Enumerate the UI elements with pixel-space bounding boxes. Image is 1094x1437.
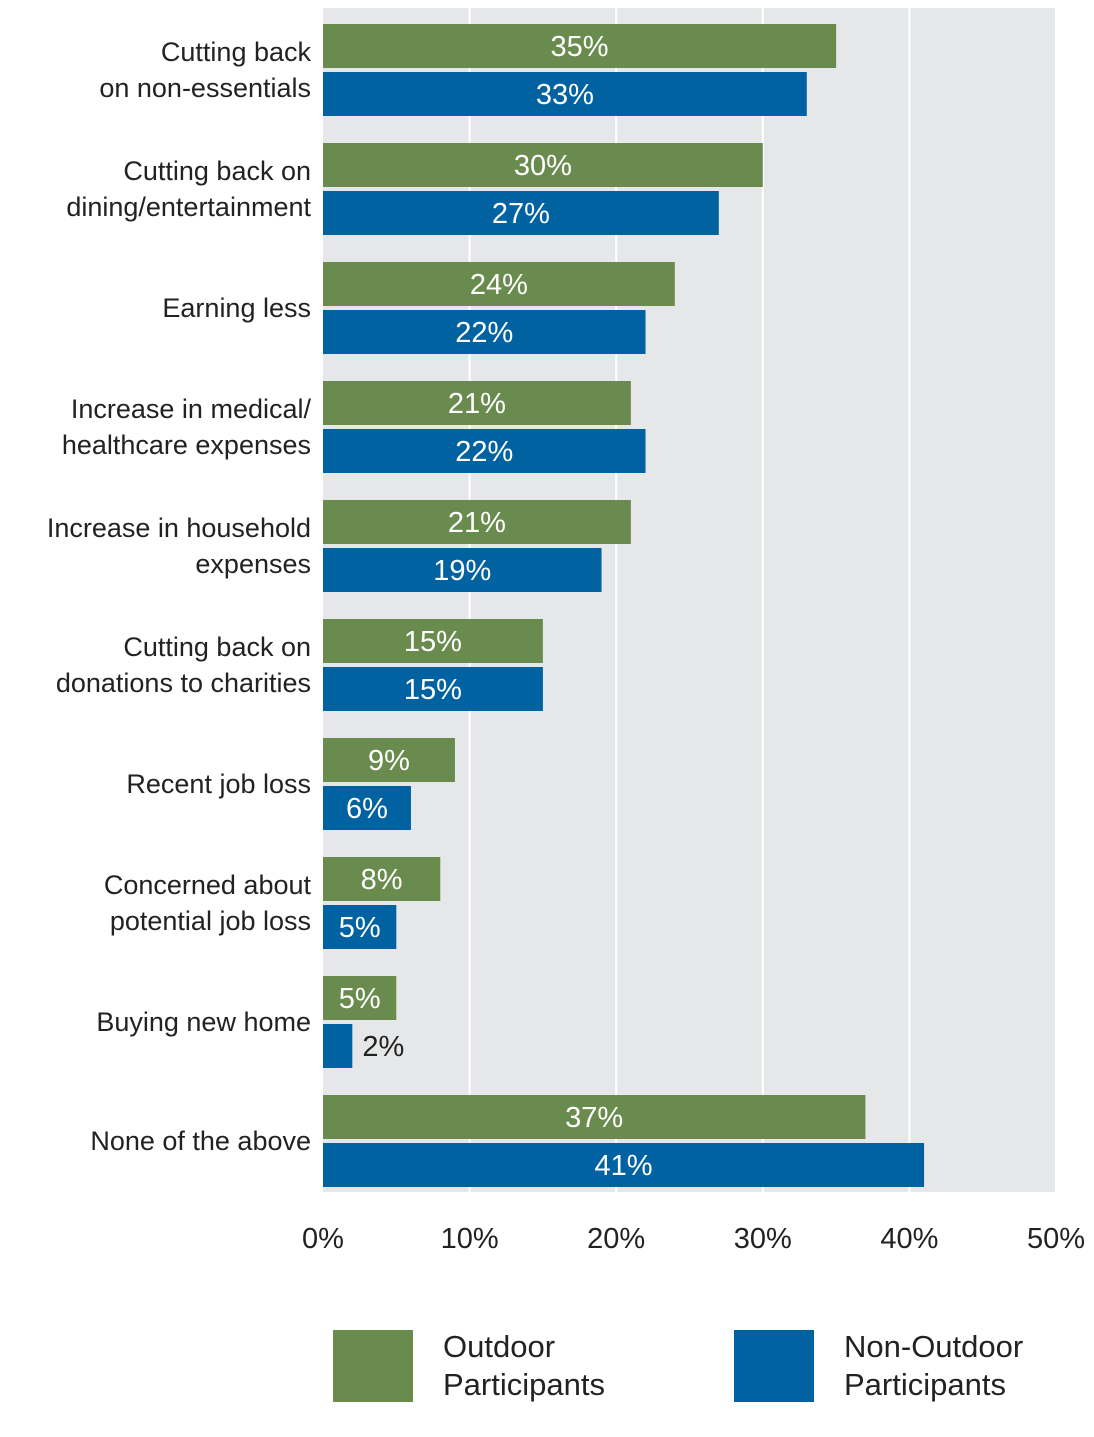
bar	[323, 24, 837, 68]
value-label: 19%	[433, 555, 491, 587]
category-label: healthcare expenses	[62, 430, 311, 460]
bar	[323, 143, 763, 187]
category-label: Earning less	[162, 293, 311, 323]
bar	[323, 191, 719, 235]
bar-chart: 35% 33% 30% 27% 24% 22% 21% 22% 21% 19% 15% 15% 9% 6%…	[47, 8, 1085, 1255]
bar	[323, 786, 411, 830]
category-labels: Cutting back on non-essentials Cutting bac…	[47, 37, 312, 1156]
category-label: expenses	[195, 549, 311, 579]
category-label: Increase in medical/	[71, 394, 312, 424]
category-label: None of the above	[90, 1126, 311, 1156]
value-label: 5%	[339, 983, 381, 1015]
bar	[323, 976, 397, 1020]
bar	[323, 1095, 866, 1139]
legend-outdoor-line1: Outdoor	[443, 1329, 556, 1364]
bar	[323, 310, 646, 354]
value-label: 6%	[346, 793, 388, 825]
bar	[323, 905, 397, 949]
value-label: 37%	[565, 1102, 623, 1134]
legend-outdoor-swatch	[333, 1330, 413, 1402]
category-label: Recent job loss	[126, 769, 311, 799]
category-label: Buying new home	[96, 1007, 311, 1037]
category-label: Cutting back on	[123, 632, 311, 662]
category-label: Cutting back on	[123, 156, 311, 186]
value-label: 2%	[362, 1031, 404, 1063]
category-label: on non-essentials	[99, 73, 311, 103]
bar	[323, 1143, 925, 1187]
category-label: dining/entertainment	[66, 192, 311, 222]
category-label: potential job loss	[110, 906, 311, 936]
legend-non-outdoor-label: Non-Outdoor Participants	[844, 1328, 1023, 1404]
legend-outdoor-line2: Participants	[443, 1367, 605, 1402]
legend-non-outdoor: Non-Outdoor Participants	[734, 1328, 1023, 1404]
value-label: 41%	[595, 1150, 653, 1182]
bar	[323, 667, 543, 711]
value-label: 21%	[448, 388, 506, 420]
value-label: 22%	[455, 436, 513, 468]
legend-non-outdoor-line1: Non-Outdoor	[844, 1329, 1024, 1364]
category-label: Concerned about	[104, 870, 312, 900]
category-label: donations to charities	[56, 668, 311, 698]
bar	[323, 500, 631, 544]
legend-non-outdoor-swatch	[734, 1330, 814, 1402]
legend-outdoor: Outdoor Participants	[333, 1328, 605, 1404]
value-label: 5%	[339, 912, 381, 944]
bar	[323, 548, 602, 592]
x-tick-label: 50%	[1027, 1223, 1085, 1255]
value-label: 21%	[448, 507, 506, 539]
bar	[323, 1024, 353, 1068]
value-label: 27%	[492, 198, 550, 230]
value-label: 15%	[404, 626, 462, 658]
x-tick-label: 30%	[734, 1223, 792, 1255]
x-tick-label: 40%	[880, 1223, 938, 1255]
bar	[323, 72, 807, 116]
x-tick-label: 20%	[587, 1223, 645, 1255]
legend-outdoor-label: Outdoor Participants	[443, 1328, 605, 1404]
category-label: Increase in household	[47, 513, 311, 543]
category-label: Cutting back	[161, 37, 312, 67]
bar	[323, 381, 631, 425]
bar	[323, 857, 441, 901]
legend-non-outdoor-line2: Participants	[844, 1367, 1006, 1402]
bar	[323, 262, 675, 306]
x-tick-label: 0%	[302, 1223, 344, 1255]
value-label: 22%	[455, 317, 513, 349]
bar	[323, 738, 455, 782]
value-label: 33%	[536, 79, 594, 111]
x-tick-label: 10%	[441, 1223, 499, 1255]
value-label: 8%	[361, 864, 403, 896]
bar	[323, 429, 646, 473]
x-axis-ticks: 0% 10% 20% 30% 40% 50%	[302, 1223, 1085, 1255]
bars	[323, 24, 925, 1187]
bar	[323, 619, 543, 663]
value-label: 24%	[470, 269, 528, 301]
value-labels: 35% 33% 30% 27% 24% 22% 21% 22% 21% 19% 15% 15% 9% 6%…	[339, 31, 653, 1182]
value-label: 30%	[514, 150, 572, 182]
value-label: 15%	[404, 674, 462, 706]
value-label: 9%	[368, 745, 410, 777]
value-label: 35%	[551, 31, 609, 63]
